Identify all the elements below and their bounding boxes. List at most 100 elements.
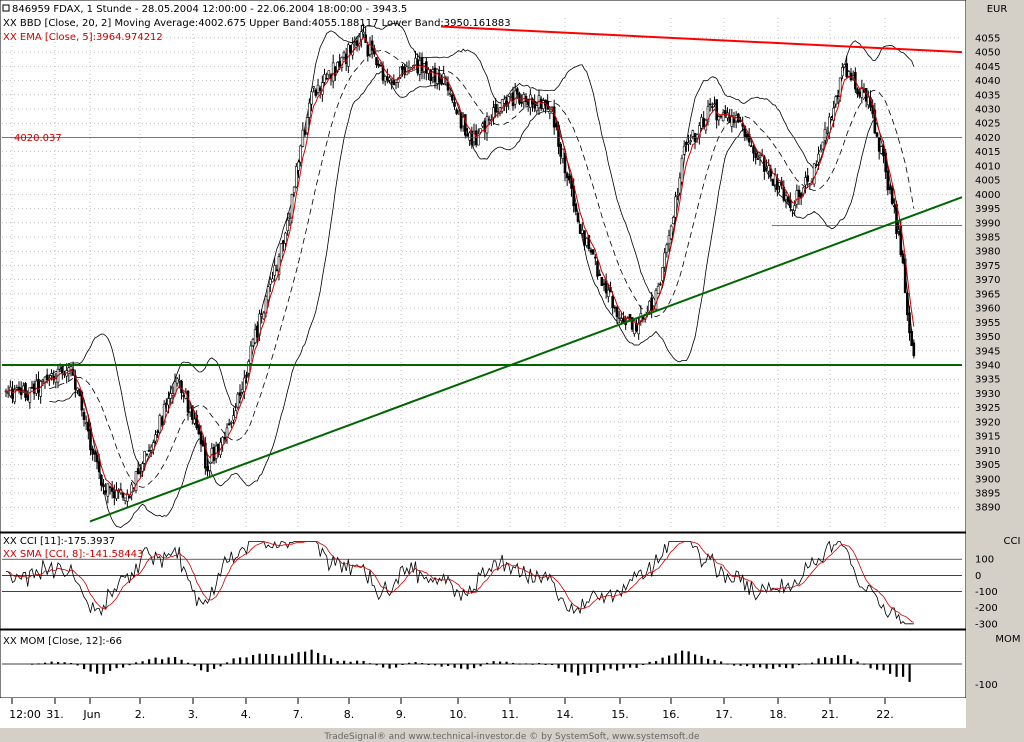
y-tick-label: 3970 [975, 275, 1000, 286]
candle-body [39, 381, 42, 397]
candle-body [182, 395, 185, 397]
candle-body [542, 100, 545, 109]
mom-bar [531, 663, 534, 665]
mom-bar [206, 664, 209, 672]
y-tick-label: 3925 [975, 403, 1000, 414]
candle-body [591, 249, 595, 255]
mom-legend: XX MOM [Close, 12]:-66 [3, 636, 122, 647]
candle-body [659, 283, 662, 286]
candle-body [134, 471, 138, 491]
candle-body [812, 163, 816, 185]
candle-body [262, 312, 266, 320]
candle-body [464, 114, 467, 136]
candle-body [80, 391, 84, 411]
candle-body [459, 112, 463, 129]
cci-series [5, 540, 914, 625]
y-tick-label: 3950 [975, 332, 1000, 343]
candle-body [273, 265, 276, 276]
candle-body [305, 117, 309, 134]
x-tick-label: 18. [769, 708, 787, 721]
mom-bar [473, 664, 476, 669]
candle-body [461, 116, 465, 127]
mom-bar [414, 662, 417, 664]
candle-body [825, 131, 829, 134]
candle-body [849, 72, 853, 81]
candle-body [557, 125, 560, 147]
candle-body [149, 446, 153, 451]
candle-body [323, 74, 326, 83]
candle-body [795, 190, 799, 205]
candle-body [910, 331, 913, 347]
mom-bar [57, 662, 60, 664]
mom-bar [453, 664, 456, 668]
candle-body [615, 307, 619, 317]
mom-bar [291, 653, 294, 664]
candle-body [303, 130, 307, 135]
candle-body [886, 170, 890, 191]
x-tick-label: 7. [293, 708, 304, 721]
mom-bar [232, 658, 235, 664]
candle-body [574, 203, 578, 212]
candle-body [158, 415, 162, 433]
candle-body [50, 373, 53, 376]
x-tick-label: 12:00 [9, 708, 41, 721]
candle-body [570, 180, 573, 189]
mom-bar [219, 664, 222, 667]
candle-body [786, 196, 790, 203]
mom-bar [486, 662, 489, 664]
candle-body [680, 157, 684, 183]
x-tick-label: Jun [82, 708, 100, 721]
mom-bar [902, 664, 905, 677]
candle-body [247, 361, 250, 374]
x-tick-label: 16. [662, 708, 680, 721]
candle-body [481, 123, 484, 127]
candle-body [763, 156, 766, 172]
x-tick-label: 2. [135, 708, 146, 721]
candle-body [28, 387, 32, 403]
price-axis-ticks: 3890 3895 3900 3905 3910 3915 3920 3925 3930 3935… [975, 33, 1000, 513]
candle-body [136, 468, 140, 474]
candle-body [448, 92, 452, 95]
mom-bar [37, 663, 40, 665]
candle-body [295, 166, 298, 188]
candle-body [529, 94, 532, 108]
candle-body [843, 64, 846, 68]
candle-body [84, 422, 88, 425]
candle-body [496, 111, 500, 114]
candle-body [223, 436, 227, 440]
candle-body [206, 466, 209, 472]
cci-tick-label: -300 [975, 619, 998, 630]
candle-body [54, 378, 58, 383]
candle-body [509, 95, 513, 98]
candle-body [611, 296, 614, 309]
mom-bar [369, 663, 372, 665]
candle-body [836, 95, 840, 97]
candle-body [602, 283, 606, 285]
candle-body [457, 110, 461, 112]
candle-body [897, 229, 900, 232]
candle-body [288, 216, 292, 219]
candle-body [331, 62, 335, 82]
ema-line [5, 36, 915, 497]
y-tick-label: 3900 [975, 474, 1000, 485]
candle-body [667, 235, 671, 245]
y-tick-label: 3945 [975, 346, 1000, 357]
mom-bar [895, 664, 898, 677]
mom-bar [317, 652, 320, 664]
candle-body [661, 267, 664, 281]
candle-body [752, 146, 755, 154]
candle-body [260, 314, 263, 317]
candle-body [589, 249, 593, 253]
candle-body [353, 41, 357, 44]
candle-body [227, 423, 231, 426]
candle-body [379, 64, 383, 67]
mom-bar [655, 661, 658, 664]
candle-body [61, 366, 64, 374]
lower-band [49, 71, 915, 528]
candle-body [622, 317, 625, 323]
y-tick-label: 3895 [975, 489, 1000, 500]
candle-body [58, 369, 62, 372]
candle-body [841, 67, 844, 77]
candle-body [487, 119, 491, 121]
candle-body [236, 393, 240, 408]
